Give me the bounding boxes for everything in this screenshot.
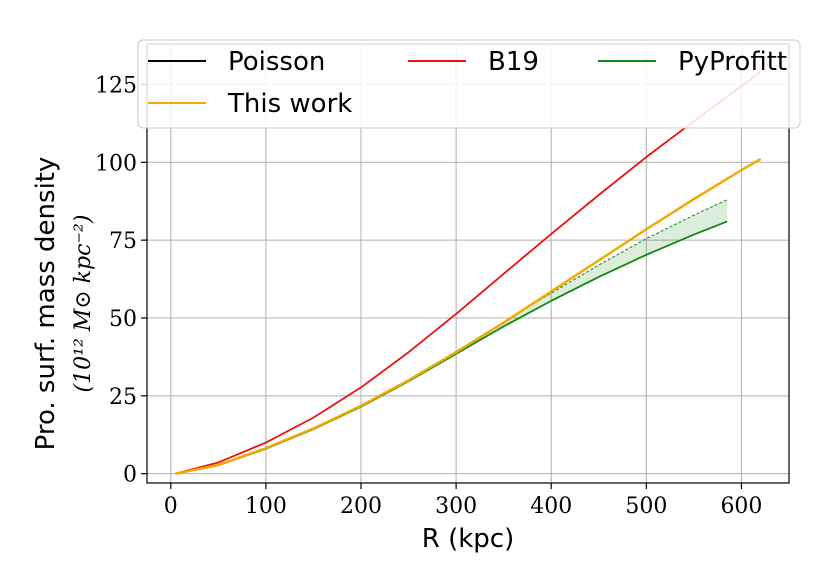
- y-tick-label: 50: [109, 307, 137, 332]
- legend-label-poisson: Poisson: [228, 47, 325, 77]
- legend-label-this-work: This work: [227, 89, 352, 119]
- legend-label-b19: B19: [488, 47, 539, 77]
- band-layer: [175, 199, 728, 475]
- y-axis-label-line2: (10¹² M⊙ kpc⁻²): [71, 215, 96, 393]
- y-axis-label-line1: Pro. surf. mass density: [31, 157, 61, 451]
- ticks: 0 100 200 300 400 500 600 0 25 50 75 100 125: [95, 73, 762, 519]
- y-tick-label: 75: [109, 229, 137, 254]
- series-line-b19: [175, 71, 762, 475]
- y-tick-label: 100: [95, 151, 137, 176]
- pyprofitt-uncertainty-band: [175, 199, 728, 474]
- x-tick-label: 600: [720, 494, 762, 519]
- x-tick-label: 500: [625, 494, 667, 519]
- x-tick-label: 400: [530, 494, 572, 519]
- x-tick-label: 200: [340, 494, 382, 519]
- x-axis-label: R (kpc): [422, 524, 514, 554]
- y-tick-label: 0: [123, 463, 137, 488]
- legend: Poisson B19 PyProfitt This work: [137, 39, 801, 129]
- series-line-pyprofitt: [175, 220, 728, 475]
- y-tick-label: 25: [109, 385, 137, 410]
- series-layer: [175, 71, 762, 475]
- x-tick-label: 100: [245, 494, 287, 519]
- series-line-poisson: [175, 158, 761, 475]
- x-tick-label: 0: [164, 494, 178, 519]
- y-axis-label: Pro. surf. mass density (10¹² M⊙ kpc⁻²): [31, 157, 96, 451]
- x-tick-label: 300: [435, 494, 477, 519]
- y-tick-label: 125: [95, 73, 137, 98]
- series-line-this-work: [175, 158, 762, 475]
- legend-label-pyprofitt: PyProfitt: [678, 47, 787, 77]
